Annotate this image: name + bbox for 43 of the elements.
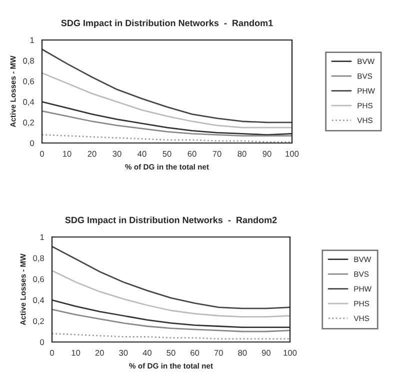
y-tick-label: 0 — [30, 140, 34, 146]
line-series — [52, 308, 290, 332]
chart-title: SDG Impact in Distribution Networks - Random1 — [61, 20, 273, 28]
x-tick-label: 10 — [72, 350, 80, 356]
y-tick-label: 0,4 — [33, 297, 44, 304]
y-tick-label: 0,2 — [23, 120, 34, 126]
x-tick-label: 60 — [190, 350, 200, 356]
y-tick-label: 1 — [40, 234, 44, 240]
y-tick-label: 0,6 — [33, 276, 44, 284]
chart-title: SDG Impact in Distribution Networks - Random2 — [65, 216, 277, 225]
x-tick-label: 90 — [262, 150, 272, 157]
line-series — [52, 246, 290, 310]
x-tick-label: 10 — [63, 150, 72, 157]
x-tick-label: 40 — [138, 150, 146, 157]
x-tick-label: 50 — [162, 150, 172, 157]
y-tick-label: 0,4 — [23, 99, 34, 106]
line-series — [42, 110, 292, 136]
x-tick-label: 100 — [284, 350, 297, 356]
x-tick-label: 60 — [188, 150, 196, 157]
x-tick-label: 0 — [50, 350, 54, 356]
x-tick-label: 50 — [166, 350, 176, 356]
x-tick-label: 20 — [88, 150, 96, 157]
y-tick-label: 1 — [30, 37, 34, 44]
y-tick-label: 0 — [40, 339, 44, 346]
line-series — [52, 299, 290, 328]
x-tick-label: 80 — [238, 350, 247, 356]
x-tick-label: 100 — [286, 150, 299, 157]
x-tick-label: 20 — [95, 350, 104, 356]
y-tick-label: 0,8 — [23, 58, 34, 65]
x-tick-label: 30 — [119, 350, 128, 356]
x-tick-label: 40 — [142, 350, 152, 356]
y-tick-label: 0,2 — [33, 318, 44, 326]
x-tick-label: 90 — [262, 350, 271, 356]
x-tick-label: 30 — [112, 150, 122, 157]
x-tick-label: 80 — [238, 150, 246, 157]
line-series — [52, 270, 290, 318]
line-series — [42, 72, 292, 128]
y-tick-label: 0,8 — [33, 255, 44, 262]
x-tick-label: 70 — [212, 150, 222, 157]
line-series — [42, 48, 292, 124]
x-tick-label: 70 — [214, 350, 223, 356]
y-tick-label: 0,6 — [23, 78, 34, 86]
line-series — [42, 101, 292, 136]
